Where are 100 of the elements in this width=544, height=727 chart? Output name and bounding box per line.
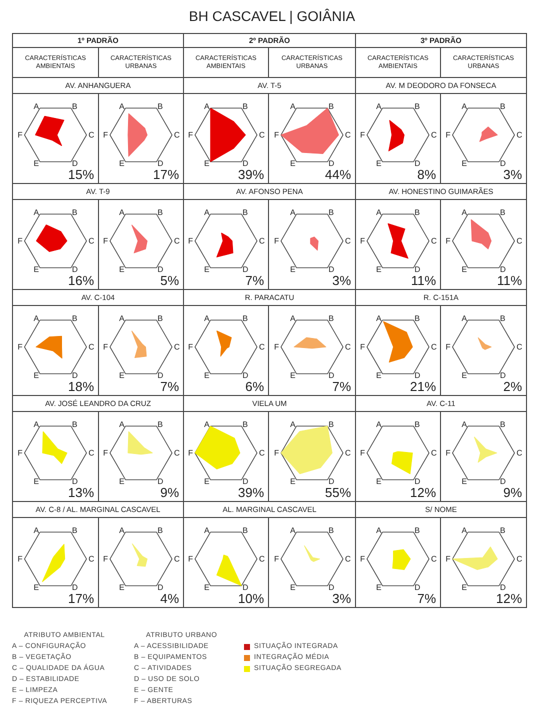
spoke-label: D (414, 159, 420, 168)
spoke-label: E (376, 159, 382, 168)
spoke-label: E (290, 477, 296, 486)
spoke-label: E (119, 265, 124, 274)
spoke-label: C (516, 342, 522, 352)
spoke-label: A (376, 314, 382, 323)
spoke-label: B (328, 526, 334, 535)
spoke-label: E (34, 159, 39, 168)
spoke-label: F (103, 130, 108, 140)
spoke-label: D (242, 159, 248, 168)
spoke-label: E (462, 265, 467, 274)
text: BH CASCAVEL | GOIÂNIA (188, 8, 356, 24)
text: 17% (68, 591, 94, 606)
text: 17% (152, 167, 180, 182)
spoke-label: F (18, 448, 23, 458)
spoke-label: F (103, 236, 108, 246)
spoke-label: B (242, 314, 248, 323)
text: 21% (410, 379, 436, 394)
spoke-label: E (204, 371, 210, 380)
spoke-label: F (18, 236, 23, 246)
spoke-label: C (345, 448, 351, 458)
spoke-label: B (414, 526, 420, 535)
spoke-label: D (158, 159, 164, 168)
spoke-label: E (290, 159, 296, 168)
spoke-label: B (500, 420, 506, 429)
spoke-label: D (242, 265, 248, 274)
text: 10% (238, 591, 264, 606)
spoke-label: A (462, 208, 468, 217)
text: 5% (160, 273, 180, 288)
spoke-label: C (345, 236, 351, 246)
spoke-label: C (88, 554, 94, 564)
spoke-label: F (360, 130, 366, 140)
spoke-label: E (376, 265, 382, 274)
spoke-label: D (72, 583, 78, 592)
spoke-label: F (274, 236, 280, 246)
spoke-label: D (242, 583, 248, 592)
text: 11% (410, 273, 436, 288)
spoke-label: D (414, 477, 420, 486)
text: 12% (496, 591, 522, 606)
spoke-label: B (328, 208, 334, 217)
spoke-label: E (34, 265, 39, 274)
spoke-label: A (34, 102, 40, 111)
spoke-label: A (290, 420, 296, 429)
spoke-label: C (174, 342, 180, 352)
text: 18% (68, 379, 94, 394)
text: 39% (238, 167, 264, 182)
spoke-label: D (500, 371, 506, 380)
spoke-label: F (446, 342, 451, 352)
text: 7% (160, 379, 180, 394)
spoke-label: A (204, 314, 210, 323)
text: 13% (68, 485, 94, 500)
text: 7% (332, 379, 352, 394)
spoke-label: E (290, 371, 296, 380)
spoke-label: B (328, 102, 334, 111)
spoke-label: C (431, 342, 437, 352)
spoke-label: D (500, 265, 506, 274)
spoke-label: E (462, 371, 467, 380)
spoke-label: E (34, 477, 39, 486)
text: 3% (332, 591, 352, 606)
text: 6% (245, 379, 264, 394)
spoke-label: B (500, 526, 506, 535)
spoke-label: B (242, 208, 248, 217)
spoke-label: D (328, 159, 334, 168)
spoke-label: C (259, 554, 265, 564)
spoke-label: D (72, 371, 78, 380)
spoke-label: E (462, 583, 467, 592)
text: 44% (324, 167, 352, 182)
spoke-label: D (328, 371, 334, 380)
spoke-label: C (431, 130, 437, 140)
spoke-label: F (18, 342, 23, 352)
spoke-label: F (446, 236, 451, 246)
spoke-label: A (290, 314, 296, 323)
spoke-label: E (462, 477, 467, 486)
spoke-label: A (462, 102, 468, 111)
text: 12% (410, 485, 436, 500)
spoke-label: F (274, 130, 280, 140)
spoke-label: E (462, 159, 467, 168)
spoke-label: C (516, 236, 522, 246)
spoke-label: C (88, 448, 94, 458)
spoke-label: A (204, 420, 210, 429)
spoke-label: B (158, 526, 163, 535)
spoke-label: A (34, 526, 40, 535)
spoke-label: F (18, 554, 23, 564)
spoke-label: C (174, 448, 180, 458)
spoke-label: C (88, 130, 94, 140)
spoke-label: A (34, 420, 40, 429)
spoke-label: A (119, 102, 126, 111)
spoke-label: B (242, 420, 248, 429)
spoke-label: B (72, 420, 78, 429)
spoke-label: E (119, 477, 124, 486)
spoke-label: A (34, 208, 40, 217)
spoke-label: C (88, 342, 94, 352)
spoke-label: E (290, 265, 296, 274)
spoke-label: F (18, 130, 23, 140)
spoke-label: B (72, 314, 78, 323)
spoke-label: A (204, 102, 210, 111)
text: 3% (503, 167, 522, 182)
spoke-label: D (72, 265, 78, 274)
spoke-label: F (274, 342, 280, 352)
spoke-label: A (204, 526, 210, 535)
